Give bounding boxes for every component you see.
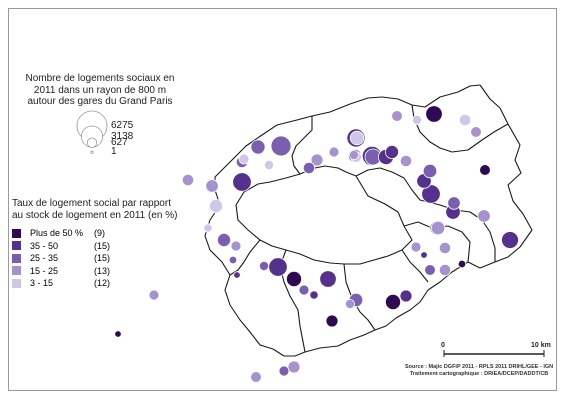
size-legend-circles	[76, 110, 108, 154]
station-bubble	[384, 144, 399, 159]
scale-start-label: 0	[441, 342, 445, 349]
station-bubble	[425, 105, 443, 123]
color-legend-swatch	[12, 253, 21, 263]
station-bubble	[438, 263, 452, 277]
station-bubble	[298, 284, 310, 296]
station-bubble	[438, 241, 452, 255]
station-bubble	[399, 289, 413, 303]
color-legend-swatch	[12, 241, 21, 251]
station-bubble	[285, 270, 302, 287]
color-legend-row: 3 - 15 (12)	[12, 277, 110, 289]
station-bubble	[238, 153, 250, 165]
station-bubble	[344, 298, 355, 309]
source-note: Source : Majic DGFiP 2011 - RPLS 2011 DR…	[405, 364, 553, 378]
station-bubble	[216, 232, 231, 247]
inner-boundary-2	[403, 221, 471, 263]
inner-boundary-1	[401, 249, 429, 283]
station-bubble	[208, 198, 223, 213]
color-legend-label: Plus de 50 %	[30, 228, 84, 238]
size-legend-circle-1	[90, 150, 94, 154]
station-bubble	[424, 264, 436, 276]
station-bubble	[422, 163, 438, 179]
size-legend-circle-627	[86, 137, 98, 148]
station-bubble	[411, 115, 422, 126]
color-legend-swatch	[12, 266, 21, 276]
scale-bar	[443, 350, 545, 357]
color-legend-label: 35 - 50	[30, 240, 59, 251]
station-bubble	[349, 130, 365, 146]
station-bubble	[232, 172, 252, 192]
station-bubble	[250, 139, 266, 155]
inner-boundary-5	[229, 239, 261, 276]
station-bubble	[501, 231, 519, 249]
color-legend-label: 25 - 35	[30, 253, 59, 264]
color-legend-count: (13)	[94, 265, 111, 276]
color-legend-row: 15 - 25 (13)	[12, 265, 110, 277]
station-bubble	[233, 271, 241, 279]
station-bubble	[205, 179, 219, 193]
station-bubble	[309, 290, 319, 300]
station-bubble	[270, 135, 292, 157]
color-legend-label: 3 - 15	[30, 278, 54, 289]
color-legend-swatch	[12, 228, 21, 238]
scale-end-label: 10 km	[531, 342, 551, 349]
source-line-1: Source : Majic DGFiP 2011 - RPLS 2011 DR…	[405, 364, 554, 370]
map-frame	[8, 8, 557, 391]
station-bubble	[319, 270, 337, 288]
size-legend-title: Nombre de logements sociaux en 2011 dans…	[25, 73, 175, 107]
source-line-2: Traitement cartographique : DRIEA/DCEP/D…	[409, 371, 549, 377]
size-legend-label-627: 627	[111, 136, 128, 148]
station-bubble	[391, 110, 403, 122]
station-bubble	[302, 161, 316, 175]
station-bubble	[458, 113, 472, 127]
station-bubbles	[114, 105, 519, 383]
size-legend-label-1: 1	[111, 146, 117, 158]
station-bubble	[228, 255, 238, 265]
station-bubble	[348, 149, 359, 160]
station-bubble	[421, 184, 441, 204]
station-bubble	[447, 196, 461, 210]
color-legend-count: (12)	[94, 278, 111, 289]
station-bubble	[325, 314, 339, 328]
station-bubble	[268, 257, 288, 277]
color-legend-count: (15)	[94, 240, 111, 251]
size-legend-label-3138: 3138	[111, 130, 134, 142]
color-legend-count: (9)	[94, 228, 105, 238]
station-bubble	[477, 209, 491, 223]
color-legend-count: (15)	[94, 253, 111, 264]
station-bubble	[399, 154, 413, 168]
station-bubble	[181, 173, 195, 187]
station-bubble	[287, 360, 301, 374]
color-legend-row: 25 - 35 (15)	[12, 252, 110, 264]
station-bubble	[479, 164, 491, 176]
station-bubble	[457, 259, 467, 269]
station-bubble	[384, 293, 401, 310]
outer-boundary	[204, 84, 533, 357]
inner-boundary-4	[291, 116, 313, 175]
color-legend-title: Taux de logement social par rapport au s…	[12, 198, 178, 221]
station-bubble	[258, 260, 269, 271]
station-bubble	[203, 223, 213, 233]
color-legend-row: Plus de 50 % (9)	[12, 227, 105, 239]
station-bubble	[263, 159, 274, 170]
station-bubble	[470, 126, 482, 138]
color-legend-row: 35 - 50 (15)	[12, 240, 110, 252]
station-bubble	[410, 241, 422, 253]
station-bubble	[148, 289, 160, 301]
station-bubble	[250, 371, 262, 383]
station-bubble	[420, 251, 428, 259]
station-bubble	[430, 220, 446, 236]
paris-boundary	[235, 165, 413, 265]
station-bubble	[230, 240, 242, 252]
color-legend-swatch	[12, 278, 21, 288]
station-bubble	[278, 365, 290, 377]
color-legend-label: 15 - 25	[30, 265, 59, 276]
size-legend-label-6275: 6275	[111, 120, 134, 131]
inner-boundary-8	[411, 104, 509, 153]
station-bubble	[310, 153, 324, 167]
station-bubble	[328, 146, 340, 158]
station-bubble	[114, 330, 122, 338]
